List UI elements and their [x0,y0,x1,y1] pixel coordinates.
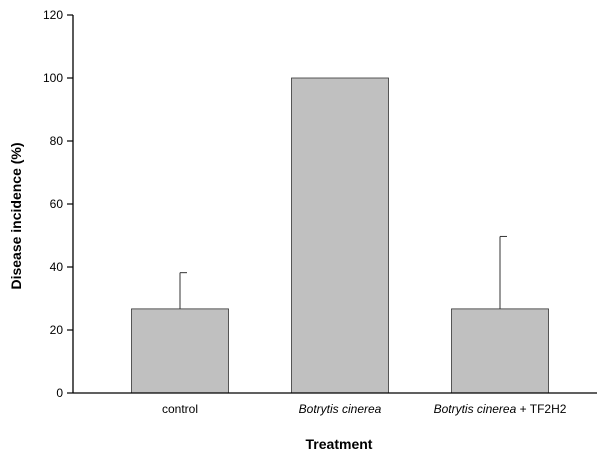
y-tick-label-0: 0 [56,386,63,400]
y-tick-label-80: 80 [50,134,64,148]
x-category-labels: control Botrytis cinerea Botrytis cinerea … [162,402,567,416]
x-axis-title: Treatment [306,436,373,452]
x-category-label-2: Botrytis cinerea + TF2H2 [434,402,567,416]
y-ticks-layer: 0 20 40 60 80 100 120 [43,8,73,400]
x-category-label-0: control [162,402,198,416]
bar-0 [131,308,229,394]
bars-layer [131,77,549,394]
y-tick-label-20: 20 [50,323,64,337]
y-tick-label-120: 120 [43,8,63,22]
error-bars-layer [179,235,507,309]
y-tick-label-40: 40 [50,260,64,274]
x-category-label-1: Botrytis cinerea [299,402,382,416]
bar-1 [291,77,389,394]
y-tick-label-60: 60 [50,197,64,211]
y-axis-title: Disease incidence (%) [8,142,24,289]
bar-2 [451,308,549,394]
y-tick-label-100: 100 [43,71,63,85]
